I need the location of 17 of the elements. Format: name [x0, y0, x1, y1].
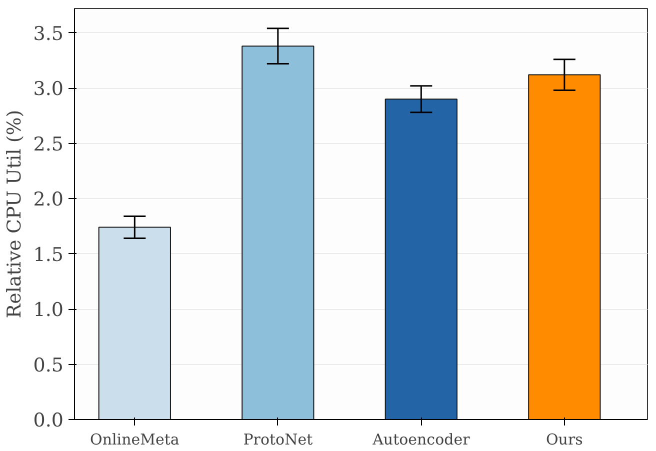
bar [384, 98, 458, 420]
y-tick-label: 2.0 [33, 188, 64, 211]
bar [242, 46, 314, 420]
x-tick-label: Autoencoder [372, 430, 471, 448]
y-tick-label: 3.5 [33, 22, 64, 45]
y-tick-label: 1.5 [33, 244, 64, 266]
bar [98, 226, 171, 420]
x-tick-label: ProtoNet [243, 430, 313, 448]
y-tick-label: 2.5 [33, 133, 64, 156]
bar [528, 74, 601, 420]
x-tick-label: OnlineMeta [90, 430, 180, 448]
y-tick-label: 0.0 [33, 410, 64, 432]
y-tick-label: 0.5 [33, 354, 64, 376]
y-tick-label: 1.0 [33, 299, 64, 322]
y-axis-title: Relative CPU Util (%) [3, 110, 26, 318]
y-tick-label: 3.0 [33, 78, 64, 100]
x-tick-label: Ours [546, 430, 583, 448]
